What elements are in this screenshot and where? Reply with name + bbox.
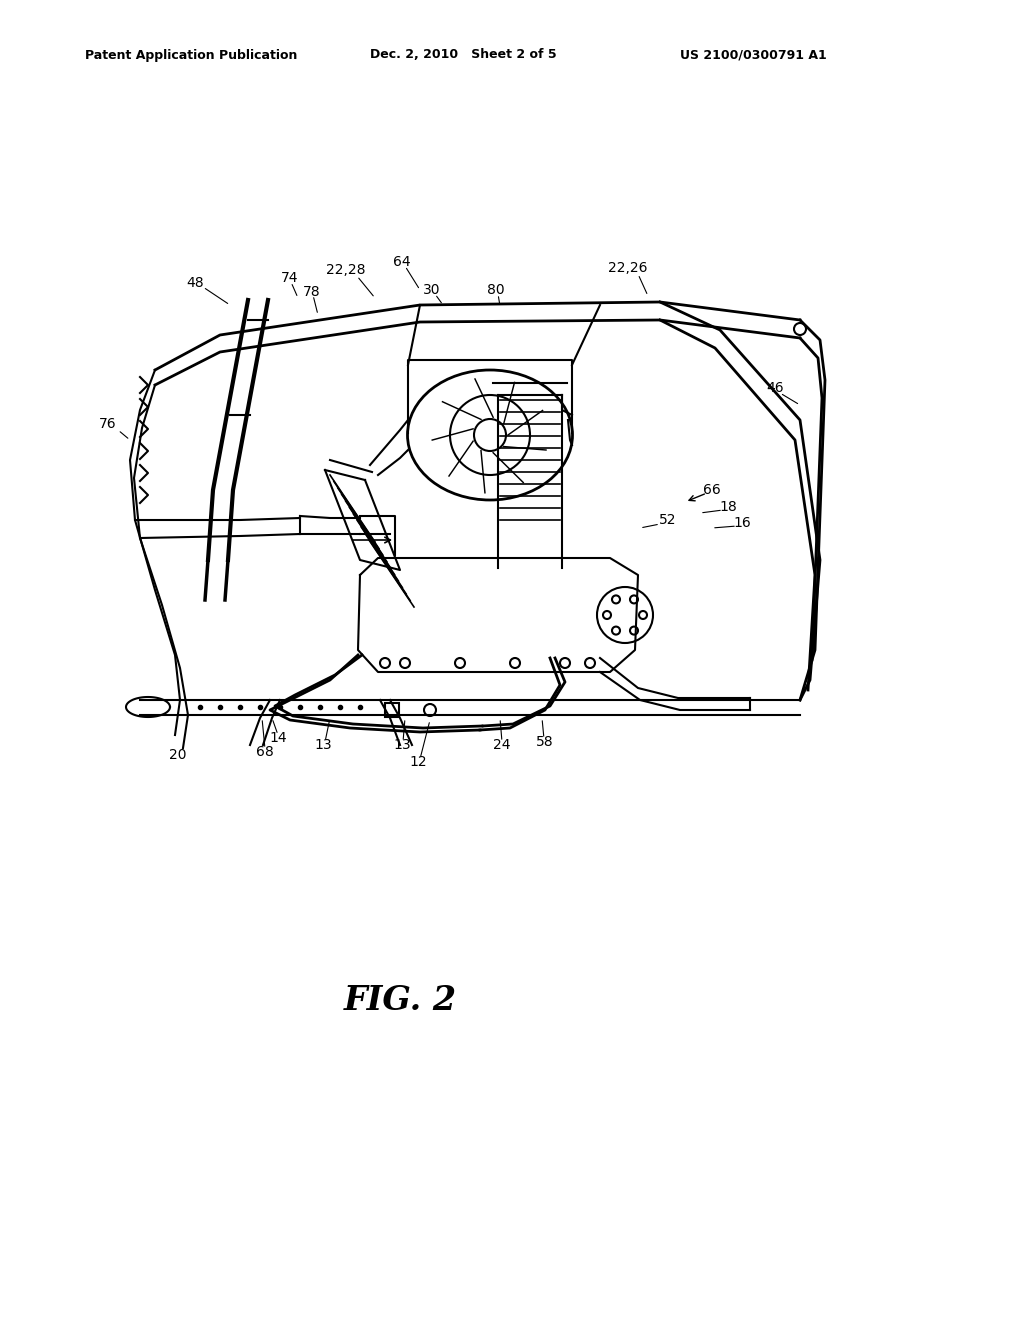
Text: 78: 78 [303,285,321,300]
Text: 22,26: 22,26 [608,261,648,275]
Text: Patent Application Publication: Patent Application Publication [85,49,297,62]
Text: 46: 46 [766,381,783,395]
Text: 64: 64 [393,255,411,269]
Text: 52: 52 [659,513,677,527]
Text: 22,28: 22,28 [327,263,366,277]
Text: 48: 48 [186,276,204,290]
Text: 80: 80 [487,282,505,297]
Text: 58: 58 [537,735,554,748]
Text: 74: 74 [282,271,299,285]
Text: 14: 14 [269,731,287,744]
Text: Dec. 2, 2010   Sheet 2 of 5: Dec. 2, 2010 Sheet 2 of 5 [370,49,557,62]
Text: 76: 76 [99,417,117,432]
Text: FIG. 2: FIG. 2 [343,983,457,1016]
Text: 68: 68 [256,744,273,759]
Text: 20: 20 [169,748,186,762]
Text: 66: 66 [703,483,721,498]
Text: 16: 16 [733,516,751,531]
Text: 13: 13 [314,738,332,752]
Text: 24: 24 [494,738,511,752]
Text: US 2100/0300791 A1: US 2100/0300791 A1 [680,49,826,62]
Text: 13: 13 [393,738,411,752]
Text: 18: 18 [719,500,737,513]
Text: 30: 30 [423,282,440,297]
Text: 12: 12 [410,755,427,770]
